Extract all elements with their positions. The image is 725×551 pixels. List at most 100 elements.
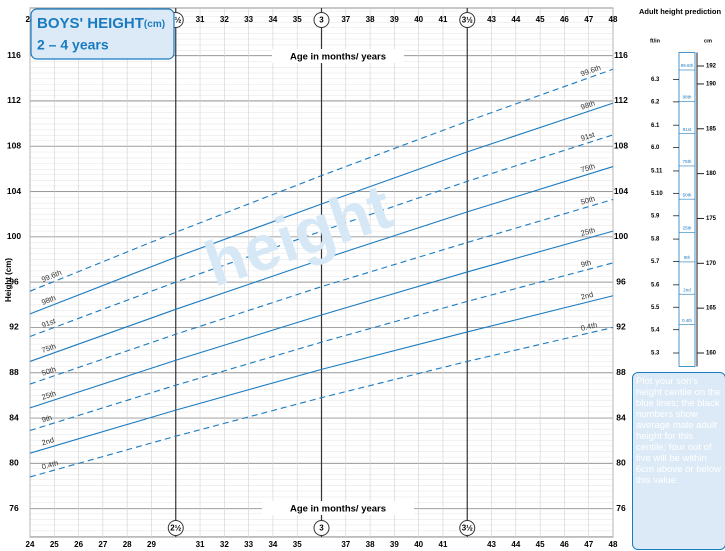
centile-line: [29, 134, 614, 338]
centile-line: [29, 198, 614, 385]
ft-tick-label: 5.3: [651, 351, 660, 357]
y-tick-label: 96: [616, 276, 626, 286]
centile-scale-label: 0.4th: [682, 318, 693, 323]
centile-scale-label: 91st: [683, 127, 692, 132]
cm-tick-label: 170: [706, 261, 717, 267]
centile-scale-label: 75th: [683, 159, 692, 164]
year-marker: [313, 520, 330, 536]
centile-label: 50th: [40, 365, 57, 378]
ft-tick-label: 5.6: [651, 282, 660, 288]
centile-label: 98th: [579, 98, 596, 111]
x-tick-label: 48: [609, 540, 618, 549]
cm-tick-label: 165: [706, 306, 717, 312]
centile-scale-label: 50th: [683, 192, 692, 197]
centile-label: 50th: [580, 194, 597, 207]
cm-tick-label: 175: [706, 216, 717, 222]
ft-tick-label: 6.0: [651, 145, 660, 151]
y-tick-label: 84: [616, 412, 626, 422]
x-tick-label: 34: [268, 15, 277, 24]
x-tick-label: 35: [293, 15, 302, 24]
x-tick-label: 31: [196, 540, 205, 549]
y-tick-label: 92: [9, 322, 19, 332]
centile-label: 9th: [41, 413, 54, 425]
centile-label: 25th: [580, 225, 596, 238]
x-tick-label: 46: [560, 540, 569, 549]
ft-tick-label: 5.8: [651, 237, 660, 243]
y-tick-label: 100: [7, 231, 21, 241]
ft-tick-label: 5.4: [651, 327, 660, 333]
y-tick-label: 116: [7, 50, 21, 60]
x-tick-label: 28: [123, 540, 132, 549]
y-tick-label: 100: [614, 231, 628, 241]
y-tick-label: 92: [616, 322, 626, 332]
centile-line: [29, 295, 614, 454]
x-tick-label: 41: [439, 15, 448, 24]
x-tick-label: 47: [584, 540, 593, 549]
y-tick-label: 80: [616, 458, 626, 468]
year-marker: [167, 520, 184, 536]
x-tick-label: 43: [487, 540, 496, 549]
x-tick-label: 24: [26, 15, 35, 24]
x-tick-label: 47: [584, 15, 593, 24]
x-tick-label: 40: [414, 540, 423, 549]
y-tick-label: 88: [9, 367, 19, 377]
x-tick-label: 37: [341, 540, 350, 549]
y-tick-label: 104: [614, 186, 628, 196]
centile-line: [29, 68, 614, 292]
ft-tick-label: 6.3: [651, 77, 660, 83]
chart-title: BOYS' HEIGHT(cm): [37, 15, 165, 32]
centile-line: [29, 102, 614, 315]
centile-label: 9th: [580, 258, 592, 269]
centile-scale-label: 9th: [684, 255, 691, 260]
y-tick-label: 80: [9, 458, 19, 468]
y-tick-label: 112: [614, 95, 628, 105]
y-tick-label: 76: [616, 503, 626, 513]
y-tick-label: 96: [9, 276, 19, 286]
year-tick-label: 2½: [170, 16, 181, 25]
y-tick-label: 88: [616, 367, 626, 377]
ft-tick-label: 5.10: [651, 191, 663, 197]
x-tick-label: 33: [244, 540, 253, 549]
year-tick-label: 3: [319, 16, 324, 25]
centile-label: 2nd: [580, 290, 594, 302]
x-tick-label: 45: [536, 15, 545, 24]
ft-tick-label: 6.1: [651, 123, 660, 129]
x-tick-label: 38: [366, 540, 375, 549]
year-tick-label: 2½: [170, 524, 181, 533]
title-box: BOYS' HEIGHT(cm) 2 – 4 years: [30, 8, 175, 60]
y-tick-label: 108: [614, 140, 628, 150]
ft-tick-label: 5.11: [651, 169, 663, 175]
x-tick-label: 24: [26, 540, 35, 549]
x-tick-label: 37: [341, 15, 350, 24]
centile-label: 75th: [580, 161, 597, 174]
x-tick-label: 45: [536, 540, 545, 549]
centile-label: 25th: [40, 389, 57, 402]
ft-tick-label: 5.7: [651, 259, 660, 265]
centile-line: [29, 262, 614, 432]
x-tick-label: 39: [390, 15, 399, 24]
centile-label: 0.4th: [41, 458, 59, 471]
ft-tick-label: 6.2: [651, 99, 660, 105]
label-bg: [262, 501, 414, 515]
x-tick-label: 38: [366, 15, 375, 24]
x-tick-label: 25: [50, 540, 59, 549]
x-axis-title: Age in months/ years: [290, 504, 386, 515]
x-axis-title: Age in months/ years: [290, 52, 386, 63]
note-box: Plot your son's height centile on the bl…: [632, 372, 725, 550]
centile-label: 0.4th: [580, 320, 598, 333]
x-tick-label: 26: [74, 540, 83, 549]
year-marker: [313, 12, 330, 28]
ft-tick-label: 5.9: [651, 213, 660, 219]
year-tick-label: 3½: [462, 524, 473, 533]
x-tick-label: 27: [98, 540, 107, 549]
year-tick-label: 3½: [462, 16, 473, 25]
panel-title: Adult height prediction: [639, 7, 721, 16]
cm-tick-label: 180: [706, 171, 717, 177]
x-tick-label: 32: [220, 540, 229, 549]
centile-scale-label: 25th: [683, 226, 692, 231]
y-tick-label: 112: [7, 95, 21, 105]
note-text: Plot your son's height centile on the bl…: [636, 376, 722, 486]
centile-scale-label: 99.6th: [681, 63, 694, 68]
